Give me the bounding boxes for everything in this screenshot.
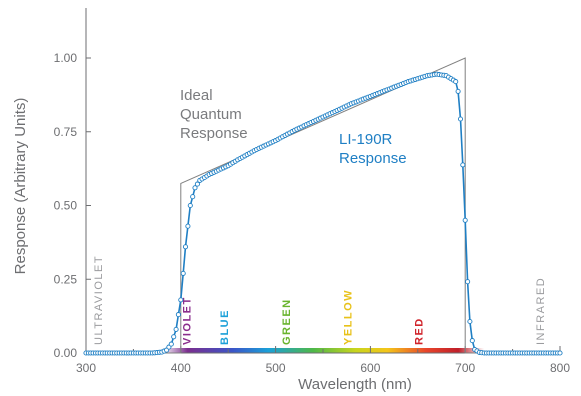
li190r-data-point <box>455 88 461 94</box>
li190r-data-point <box>457 116 464 122</box>
ideal-annotation-line-3: Response <box>180 125 248 142</box>
li190r-data-point <box>192 185 198 191</box>
band-label-green: GREEN <box>281 298 293 345</box>
li190r-data-point <box>185 223 191 229</box>
x-tick-label: 500 <box>266 361 286 375</box>
li190r-data-point <box>180 270 186 276</box>
ideal-annotation-line-1: Ideal <box>180 87 213 104</box>
x-tick-label: 600 <box>360 361 380 375</box>
x-tick-label: 700 <box>455 361 475 375</box>
band-label-violet: VIOLET <box>181 296 193 345</box>
li190r-data-point <box>469 338 475 344</box>
li190r-data-point <box>462 217 468 223</box>
li190r-annotation-line-2: Response <box>339 150 407 167</box>
li190r-data-point <box>465 279 471 285</box>
x-tick-label: 300 <box>76 361 96 375</box>
x-axis-ticks: 300 400 500 600 700 800 <box>76 346 570 375</box>
y-tick-label: 0.25 <box>54 272 78 286</box>
x-tick-label: 800 <box>550 361 570 375</box>
x-axis-title: Wavelength (nm) <box>298 376 412 393</box>
ideal-annotation-line-2: Quantum <box>180 106 242 123</box>
band-label-ultraviolet: ULTRAVIOLET <box>93 255 105 345</box>
x-tick-label: 400 <box>171 361 191 375</box>
spectral-band-labels: ULTRAVIOLET VIOLET BLUE GREEN YELLOW RED INFRA… <box>93 255 547 345</box>
band-label-red: RED <box>414 317 426 345</box>
y-axis-ticks: 0.00 0.25 0.50 0.75 1.00 <box>54 51 91 360</box>
li190r-data-point <box>467 318 473 325</box>
y-tick-label: 0.00 <box>54 346 78 360</box>
li190r-data-point <box>173 326 179 332</box>
li190r-data-point <box>182 244 189 250</box>
li190r-data-point <box>178 297 184 303</box>
li190r-data-point <box>175 312 181 318</box>
y-tick-label: 0.75 <box>54 125 78 139</box>
li190r-annotation-line-1: LI-190R <box>339 131 393 148</box>
ideal-quantum-response-line <box>86 57 560 354</box>
li190r-data-point <box>190 194 196 200</box>
y-tick-label: 1.00 <box>54 51 78 65</box>
li190r-data-point <box>168 341 174 347</box>
li190r-data-point <box>171 334 177 340</box>
li190r-data-point <box>194 181 200 187</box>
band-label-yellow: YELLOW <box>342 289 354 345</box>
li190r-data-point <box>187 202 193 209</box>
y-axis-title: Response (Arbitrary Units) <box>12 98 29 275</box>
band-label-infrared: INFRARED <box>535 277 547 345</box>
band-label-blue: BLUE <box>219 309 231 345</box>
y-tick-label: 0.50 <box>54 199 78 213</box>
li190r-data-point <box>557 350 563 356</box>
li190r-response-markers <box>83 71 563 356</box>
li190r-data-point <box>453 79 459 85</box>
li190r-data-point <box>460 162 466 168</box>
